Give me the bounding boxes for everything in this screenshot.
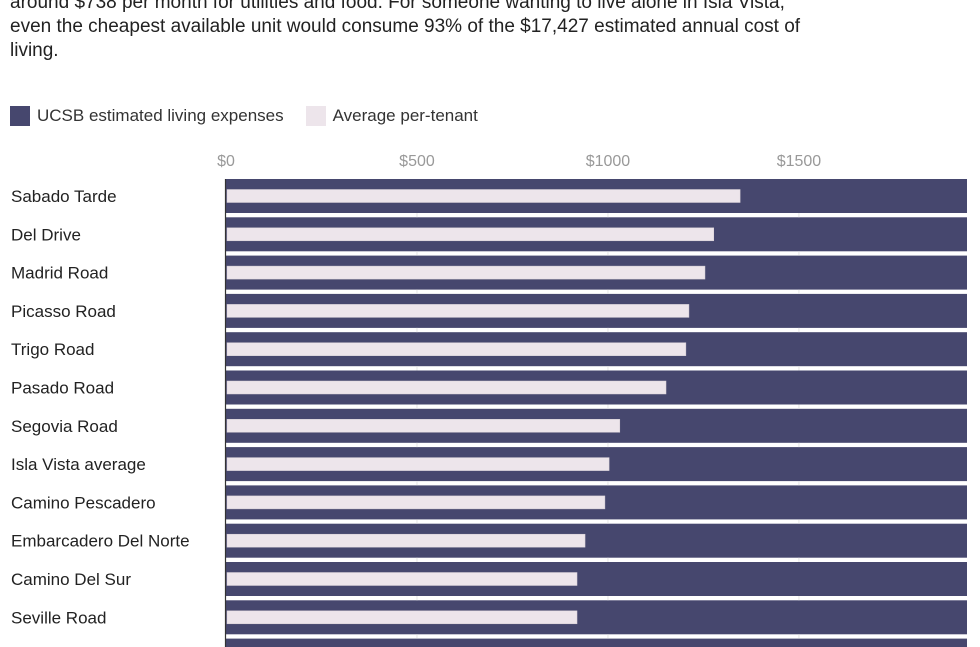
bar-average-per-tenant <box>226 495 606 510</box>
bar-average-per-tenant <box>226 572 578 586</box>
category-label: Segovia Road <box>11 417 118 436</box>
bar-average-per-tenant <box>226 189 741 203</box>
x-tick-label: $0 <box>217 153 235 170</box>
legend-item-tenant: Average per-tenant <box>305 106 478 126</box>
legend-swatch <box>305 106 326 126</box>
category-label: Camino Del Sur <box>11 570 131 589</box>
category-label: Picasso Road <box>11 302 116 321</box>
category-label: Isla Vista average <box>11 455 146 474</box>
category-label: Camino Pescadero <box>11 493 156 512</box>
category-label: Madrid Road <box>11 264 108 283</box>
legend: UCSB estimated living expenses Average p… <box>10 106 500 126</box>
bar-average-per-tenant <box>226 380 667 395</box>
bar-average-per-tenant <box>226 457 610 471</box>
category-label: Embarcadero Del Norte <box>11 532 190 551</box>
category-label: Seville Road <box>11 608 106 627</box>
bar-ucsb-expenses <box>226 638 967 647</box>
bar-average-per-tenant <box>226 533 586 548</box>
intro-text: around $738 per month for utilities and … <box>10 0 970 63</box>
legend-item-ucsb: UCSB estimated living expenses <box>10 106 284 126</box>
bar-average-per-tenant <box>226 610 578 625</box>
category-label: Pasado Road <box>11 379 114 398</box>
bar-average-per-tenant <box>226 304 690 318</box>
category-label: Del Drive <box>11 225 81 244</box>
bar-average-per-tenant <box>226 265 706 280</box>
legend-label: Average per-tenant <box>332 106 478 125</box>
bar-average-per-tenant <box>226 342 687 356</box>
x-tick-label: $500 <box>399 153 435 170</box>
bar-chart: $0 $500 $1000 $1500 Sabado Tarde Del Drive Mad… <box>11 153 967 647</box>
intro-line: around $738 per month for utilities and … <box>10 0 785 13</box>
bar-average-per-tenant <box>226 227 715 242</box>
bar-average-per-tenant <box>226 419 621 433</box>
intro-line: even the cheapest available unit would c… <box>10 16 801 37</box>
legend-label: UCSB estimated living expenses <box>37 106 284 125</box>
x-tick-label: $1000 <box>586 153 631 170</box>
category-label: Sabado Tarde <box>11 187 117 206</box>
legend-swatch <box>10 106 30 126</box>
category-label: Trigo Road <box>11 340 94 359</box>
intro-line: living. <box>10 40 59 61</box>
x-tick-label: $1500 <box>777 153 822 170</box>
